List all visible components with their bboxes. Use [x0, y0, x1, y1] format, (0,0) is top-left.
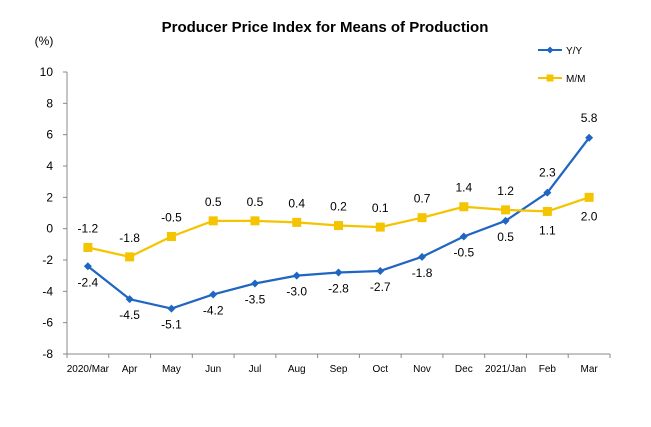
data-label: 1.4	[455, 181, 472, 195]
legend-label: Y/Y	[566, 46, 582, 57]
series-layer	[83, 133, 594, 313]
data-point	[292, 217, 302, 227]
data-label: -2.7	[370, 280, 391, 294]
data-point	[543, 188, 552, 197]
x-tick-label: 2021/Jan	[485, 364, 526, 375]
data-point	[542, 206, 552, 216]
data-point	[418, 252, 427, 261]
data-label: -2.4	[78, 275, 99, 289]
x-tick-label: Dec	[455, 364, 473, 375]
data-label: -0.5	[453, 246, 474, 260]
series-y-y	[83, 133, 594, 313]
data-point	[250, 216, 260, 226]
data-label: 0.5	[205, 195, 222, 209]
y-tick-label: 2	[46, 190, 53, 204]
data-point	[417, 213, 427, 223]
x-tick-label: Oct	[372, 364, 388, 375]
x-tick-label: Sep	[330, 364, 348, 375]
chart-title: Producer Price Index for Means of Produc…	[162, 19, 489, 36]
data-label: 0.4	[288, 196, 305, 210]
data-label: -1.8	[412, 266, 433, 280]
x-tick-label: Jun	[205, 364, 221, 375]
data-label: -0.5	[161, 211, 182, 225]
y-tick-label: -8	[42, 347, 53, 361]
data-point	[585, 133, 594, 142]
legend-item: M/M	[538, 74, 585, 85]
data-label: 2.3	[539, 166, 556, 180]
data-point	[334, 221, 343, 231]
legend-marker	[546, 46, 554, 54]
data-label: 2.0	[581, 209, 598, 223]
data-point	[376, 266, 385, 275]
data-label: -4.2	[203, 303, 224, 317]
data-point	[250, 279, 259, 288]
data-point	[208, 216, 218, 226]
data-point	[501, 216, 510, 225]
data-label: -3.5	[245, 293, 266, 307]
y-tick-label: 0	[46, 222, 53, 236]
data-label: 0.1	[372, 201, 389, 215]
series-m-m	[83, 192, 594, 262]
data-label: 1.2	[497, 184, 514, 198]
data-label: -3.0	[286, 285, 307, 299]
data-point	[459, 232, 468, 241]
x-tick-label: Mar	[580, 364, 598, 375]
y-tick-label: 6	[46, 128, 53, 142]
data-point	[125, 295, 134, 304]
data-label: 5.8	[581, 111, 598, 125]
data-label: 0.7	[414, 192, 431, 206]
data-point	[292, 271, 301, 280]
legend-label: M/M	[566, 74, 585, 85]
y-tick-label: -6	[42, 316, 53, 330]
y-tick-label: 4	[46, 159, 53, 173]
data-point	[584, 192, 594, 202]
x-tick-label: Jul	[249, 364, 262, 375]
data-point	[83, 262, 92, 271]
data-point	[125, 252, 135, 262]
data-label: -2.8	[328, 282, 349, 296]
y-tick-label: -4	[42, 284, 53, 298]
data-labels: -2.4 -4.5 -5.1 -4.2 -3.5 -3.0 -2.8 -2.7 -1.8 -0.5…	[78, 111, 598, 332]
data-point	[209, 290, 218, 299]
data-label: 0.5	[247, 195, 264, 209]
data-label: 0.5	[497, 230, 514, 244]
data-point	[375, 222, 385, 232]
legend-item: Y/Y	[538, 46, 582, 57]
data-label: -4.5	[119, 308, 140, 322]
data-point	[334, 268, 343, 277]
x-tick-label: Nov	[413, 364, 431, 375]
data-point	[166, 232, 176, 241]
data-point	[167, 304, 176, 313]
legend-marker	[546, 74, 554, 82]
data-point	[83, 242, 93, 252]
data-label: -5.1	[161, 318, 182, 332]
data-point	[501, 205, 511, 215]
data-label: 1.1	[539, 223, 556, 237]
data-label: -1.2	[78, 221, 99, 235]
legend: Y/Y M/M	[538, 46, 585, 85]
x-tick-label: Apr	[122, 364, 138, 375]
x-tick-label: Aug	[288, 364, 306, 375]
y-axis-unit-label: (%)	[35, 34, 54, 48]
data-label: 0.2	[330, 200, 347, 214]
y-tick-label: 8	[46, 96, 53, 110]
data-label: -1.8	[119, 231, 140, 245]
axes: -8 -6 -4 -2 0 2 4 6 8 10 2020/Mar Apr May Jun Jul Aug Se…	[40, 65, 611, 375]
x-tick-label: Feb	[539, 364, 557, 375]
y-tick-label: 10	[40, 65, 54, 79]
data-point	[459, 202, 469, 212]
x-tick-label: 2020/Mar	[67, 364, 110, 375]
y-tick-label: -2	[42, 253, 53, 267]
x-tick-label: May	[162, 364, 181, 375]
